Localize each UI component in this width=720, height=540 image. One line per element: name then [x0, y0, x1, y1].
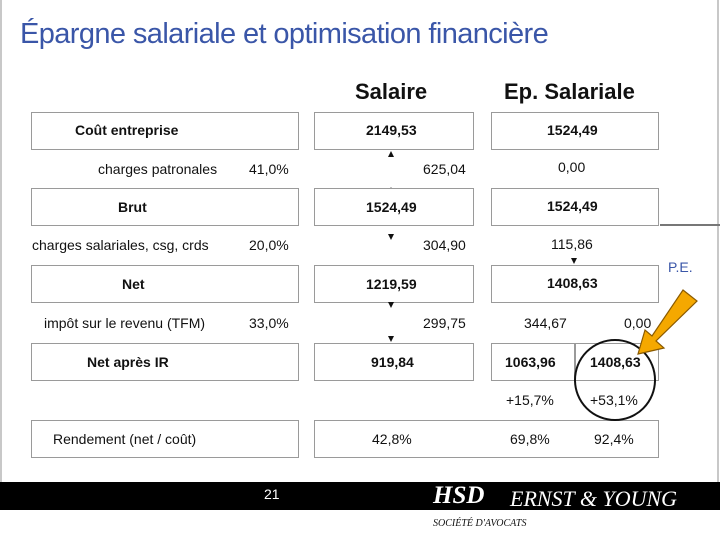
slide-title: Épargne salariale et optimisation financ…: [20, 18, 549, 50]
column-header-ep-salariale: Ep. Salariale: [504, 79, 635, 104]
value-box-rendement: [314, 420, 659, 458]
value-box-net-ir-ep-a: [491, 343, 575, 381]
value-box-cout-salaire: [314, 112, 474, 150]
row-label-charges-patronales: charges patronales: [98, 161, 218, 177]
label-box-rendement: [31, 420, 299, 458]
cout-salaire-value: 2149,53: [366, 122, 417, 138]
impot-rate: 33,0%: [249, 315, 289, 331]
column-header-salaire: Salaire: [355, 79, 428, 104]
slide-frame-right: [717, 0, 719, 482]
value-box-cout-ep: [491, 112, 659, 150]
row-label-net: Net: [122, 276, 145, 292]
highlight-arrow-icon: [637, 289, 698, 355]
rendement-ep-value-b: 92,4%: [594, 431, 634, 447]
row-label-rendement: Rendement (net / coût): [53, 431, 197, 447]
logo-ernst-young: ERNST & YOUNG: [510, 486, 678, 511]
net-ir-salaire-value: 919,84: [371, 354, 414, 370]
arrow-down-icon: [388, 234, 394, 240]
brut-salaire-value: 1524,49: [366, 199, 417, 215]
rendement-ep-value-a: 69,8%: [510, 431, 550, 447]
value-box-brut-salaire: [314, 188, 474, 226]
net-ir-ep-value-b: 1408,63: [590, 354, 641, 370]
charges-salariales-rate: 20,0%: [249, 237, 289, 253]
label-box-brut: [31, 188, 299, 226]
annotation-label: P.E.: [668, 259, 693, 275]
footer-bar: [0, 482, 720, 510]
gain-ep-value-a: +15,7%: [506, 392, 554, 408]
charges-patronales-salaire-value: 625,04: [423, 161, 466, 177]
arrow-up-icon: [388, 151, 394, 157]
impot-ep-value-b: 0,00: [624, 315, 652, 331]
row-label-impot: impôt sur le revenu (TFM): [44, 315, 206, 331]
annotation-line: [660, 224, 720, 226]
arrow-down-icon: [388, 302, 394, 308]
charges-patronales-rate: 41,0%: [249, 161, 289, 177]
gain-ep-value-b: +53,1%: [590, 392, 638, 408]
charges-patronales-ep-value: 0,00: [558, 159, 586, 175]
logo-hsd: HSD: [433, 482, 485, 509]
cout-ep-value: 1524,49: [547, 122, 598, 138]
label-box-net: [31, 265, 299, 303]
net-ir-ep-value-a: 1063,96: [505, 354, 556, 370]
row-label-charges-salariales: charges salariales, csg, crds: [32, 237, 209, 253]
label-box-net-apres-ir: [31, 343, 299, 381]
net-salaire-value: 1219,59: [366, 276, 417, 292]
slide-frame-left: [0, 0, 2, 482]
row-label-brut: Brut: [118, 199, 147, 215]
charges-salariales-salaire-value: 304,90: [423, 237, 466, 253]
brut-ep-value: 1524,49: [547, 198, 598, 214]
impot-ep-value-a: 344,67: [524, 315, 567, 331]
label-box-cout-entreprise: [31, 112, 299, 150]
page-number: 21: [264, 486, 280, 502]
value-box-net-ep: [491, 265, 659, 303]
highlight-circle: [574, 339, 656, 421]
row-label-net-apres-ir: Net après IR: [87, 354, 169, 370]
arrow-down-icon: [388, 336, 394, 342]
value-box-net-ir-salaire: [314, 343, 474, 381]
arrow-down-icon: [571, 258, 577, 264]
logo-subtitle: SOCIÉTÉ D'AVOCATS: [433, 518, 527, 529]
value-box-net-salaire: [314, 265, 474, 303]
impot-salaire-value: 299,75: [423, 315, 466, 331]
value-box-brut-ep: [491, 188, 659, 226]
row-label-cout-entreprise: Coût entreprise: [75, 122, 179, 138]
charges-salariales-ep-value: 115,86: [551, 236, 593, 252]
rendement-salaire-value: 42,8%: [372, 431, 412, 447]
net-ep-value: 1408,63: [547, 275, 598, 291]
